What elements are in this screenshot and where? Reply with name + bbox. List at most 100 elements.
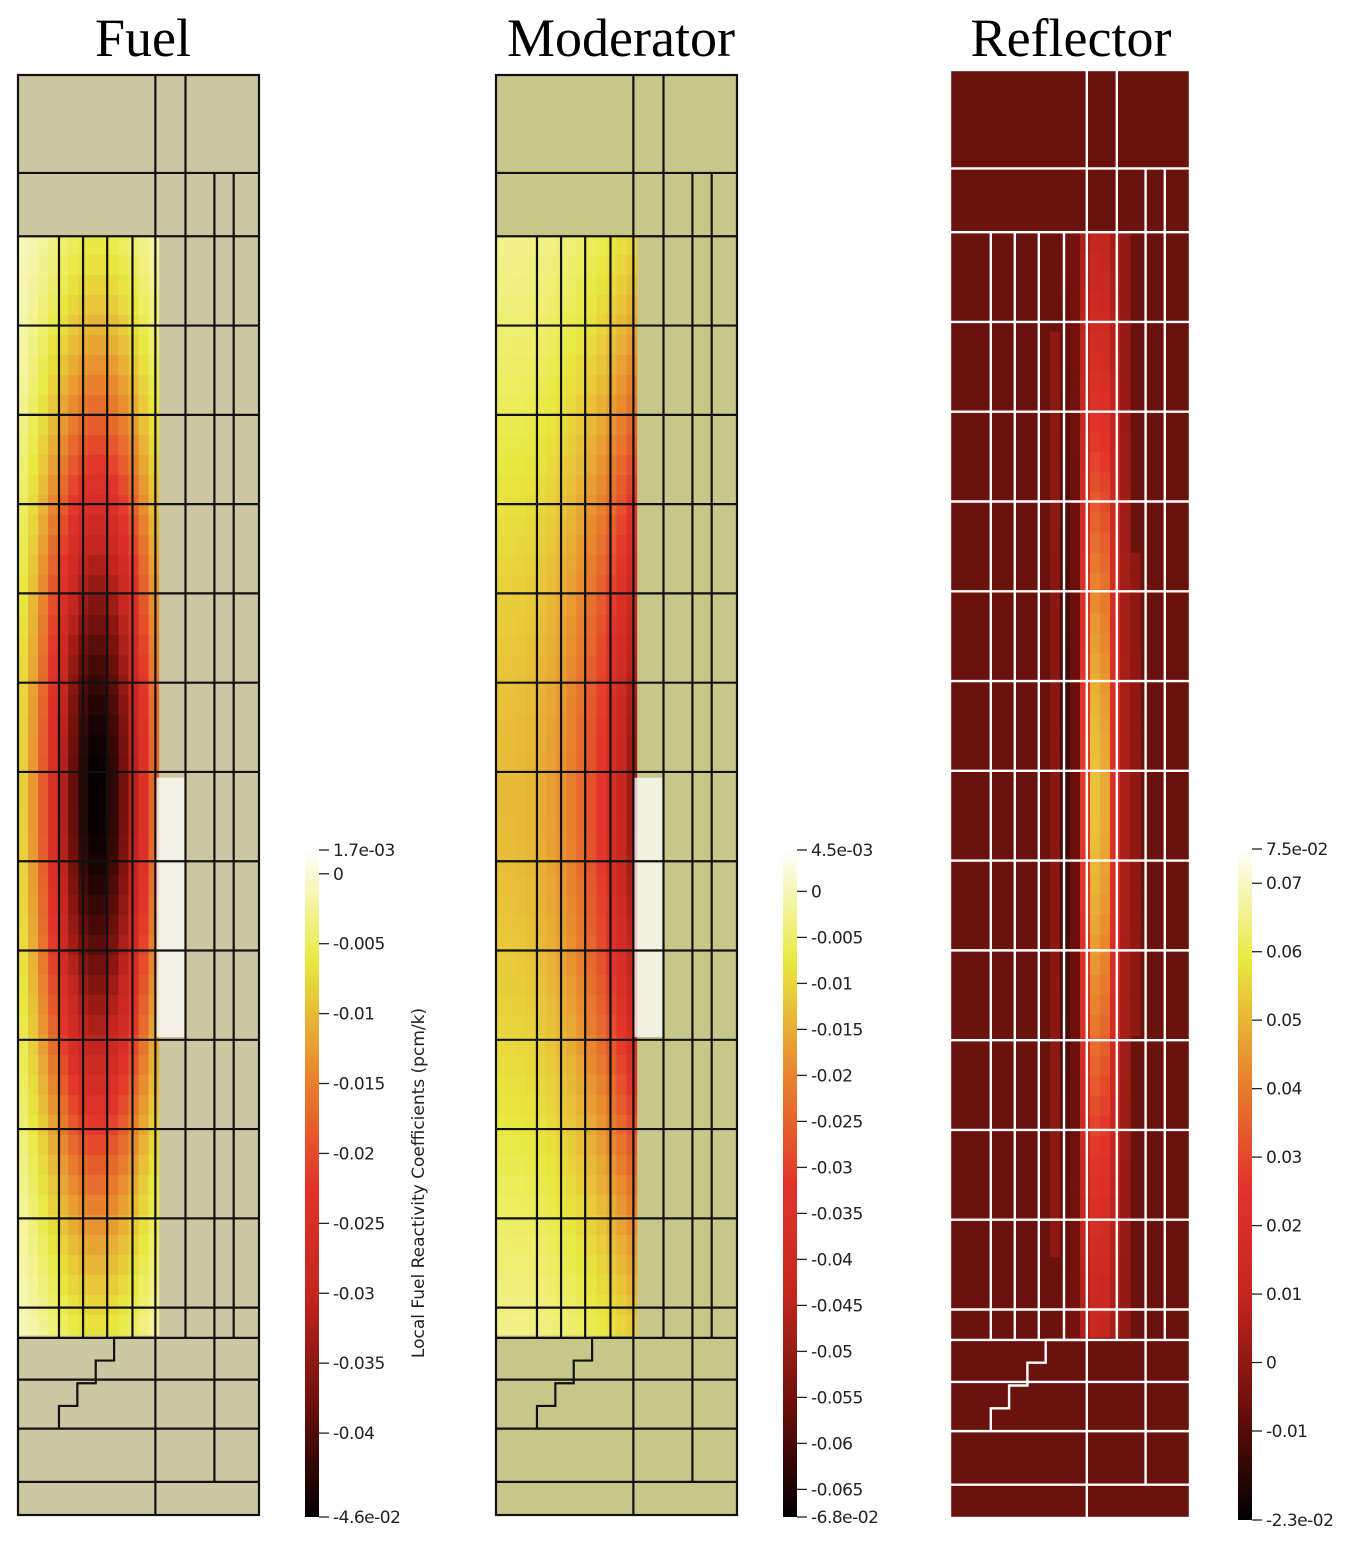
heat-cell (68, 335, 79, 356)
heat-cell (1080, 874, 1091, 896)
heat-cell (1070, 1156, 1081, 1177)
heat-cell (526, 1115, 537, 1136)
heat-cell (1110, 874, 1121, 896)
heat-cell (128, 1015, 140, 1036)
heat-cell (566, 395, 577, 416)
heat-cell (516, 1155, 527, 1176)
heat-cell (496, 855, 507, 876)
heat-cell (546, 375, 557, 396)
heat-cell (38, 475, 49, 496)
heat-cell (566, 1155, 577, 1176)
heat-cell (68, 995, 79, 1016)
heat-cell (606, 915, 618, 936)
heat-cell (128, 275, 140, 296)
heat-cell (18, 1095, 29, 1116)
heat-cell (28, 1235, 39, 1256)
heat-cell (58, 1315, 69, 1336)
heat-cell (606, 235, 618, 256)
heat-cell (108, 335, 120, 356)
heat-cell (88, 975, 99, 996)
heat-cell (1130, 794, 1141, 815)
heat-cell (68, 495, 79, 516)
heat-cell (1060, 995, 1071, 1016)
heat-cell (128, 535, 140, 556)
colorbar-tick-label: -0.05 (811, 1342, 853, 1362)
heat-cell (616, 795, 628, 816)
heat-cell (586, 235, 598, 256)
heat-cell (98, 1255, 109, 1276)
heat-cell (616, 655, 628, 676)
heat-cell (1120, 995, 1131, 1016)
heat-cell (546, 475, 557, 496)
heat-cell (1120, 1035, 1131, 1057)
heat-cell (58, 475, 69, 496)
heat-cell (576, 1095, 587, 1116)
heat-cell (496, 1155, 507, 1176)
heat-cell (586, 955, 598, 976)
heat-cell (88, 455, 99, 476)
heat-cell (1070, 1296, 1081, 1318)
heat-cell (576, 1015, 587, 1036)
heat-cell (128, 375, 140, 396)
heat-cell (626, 355, 638, 376)
heat-cell (506, 835, 517, 856)
heat-cell (536, 335, 547, 356)
heat-cell (1130, 733, 1141, 755)
heat-cell (38, 1295, 49, 1316)
heat-cell (38, 635, 49, 656)
heat-cell (596, 975, 608, 996)
heat-cell (148, 415, 160, 436)
heat-cell (586, 895, 598, 916)
heat-cell (18, 975, 29, 996)
heat-cell (38, 1215, 49, 1236)
heat-cell (546, 335, 557, 356)
heat-cell (526, 395, 537, 416)
bright-channel (633, 777, 664, 1037)
heat-cell (28, 275, 39, 296)
colorbar-gradient (1238, 849, 1252, 1520)
heat-cell (138, 555, 150, 576)
heat-cell (38, 715, 49, 736)
heat-cell (128, 635, 140, 656)
heat-cell (118, 375, 130, 396)
heat-cell (1120, 874, 1131, 896)
heat-cell (1100, 733, 1111, 755)
heat-cell (58, 815, 69, 836)
heat-cell (516, 875, 527, 896)
heat-cell (98, 355, 109, 376)
heat-cell (536, 695, 547, 716)
heat-cell (596, 435, 608, 456)
heat-cell (576, 255, 587, 276)
heat-cell (626, 855, 638, 876)
heat-cell (546, 935, 557, 956)
heat-cell (596, 655, 608, 676)
heat-cell (88, 775, 99, 796)
heat-cell (128, 715, 140, 736)
heat-cell (58, 1035, 69, 1056)
heat-cell (98, 1155, 109, 1176)
heat-cell (18, 995, 29, 1016)
heat-cell (516, 655, 527, 676)
heat-cell (128, 775, 140, 796)
heat-cell (68, 1195, 79, 1216)
heat-cell (1100, 331, 1111, 353)
outer-border (494, 73, 739, 1517)
heat-cell (1080, 1035, 1091, 1057)
heat-cell (576, 495, 587, 516)
heat-cell (506, 995, 517, 1016)
heat-cell (1100, 1276, 1111, 1298)
heat-cell (58, 1175, 69, 1196)
heat-cell (118, 1075, 130, 1096)
heat-cell (566, 735, 577, 756)
heat-cell (626, 635, 638, 656)
heat-cell (1100, 472, 1111, 493)
heat-cell (536, 1295, 547, 1316)
heat-cell (58, 375, 69, 396)
heat-cell (98, 975, 109, 996)
heat-cell (68, 1095, 79, 1116)
heat-cell (1050, 653, 1061, 674)
heat-cell (88, 475, 99, 496)
heat-cell (616, 275, 628, 296)
heat-cell (1050, 753, 1061, 775)
heat-cell (38, 595, 49, 616)
